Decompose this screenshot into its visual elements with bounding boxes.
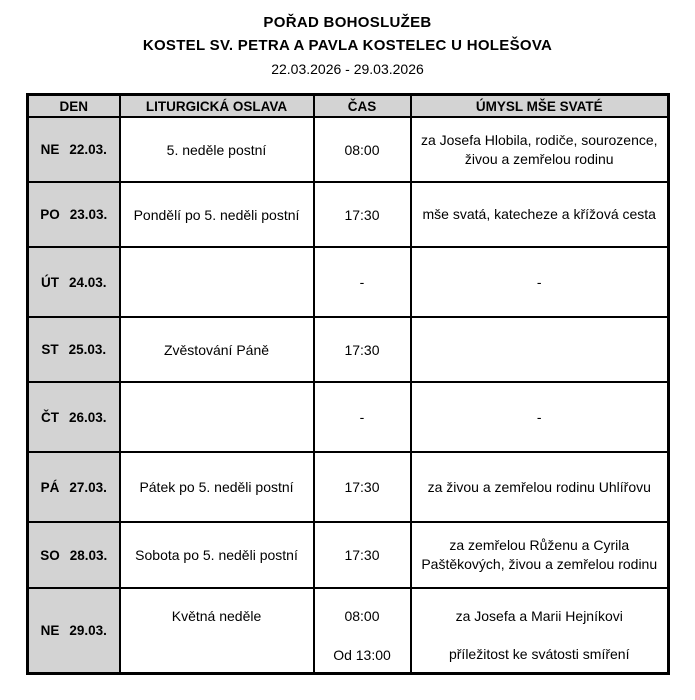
day-date: 23.03.: [69, 207, 108, 222]
celebration-cell: 5. neděle postní: [118, 116, 315, 183]
table-row-thursday-26: ČT 26.03. - -: [26, 381, 670, 453]
table-row-sunday-22: NE 22.03. 5. neděle postní 08:00 za Josef…: [26, 116, 670, 183]
celebration-cell: [118, 381, 315, 453]
document-title: POŘAD BOHOSLUŽEB: [263, 14, 432, 31]
title-block: POŘAD BOHOSLUŽEB KOSTEL SV. PETRA A PAVL…: [0, 14, 695, 77]
day-cell: PÁ 27.03.: [26, 451, 121, 523]
time-cell: 08:00 Od 13:00: [312, 587, 412, 674]
day-date: 28.03.: [69, 547, 108, 563]
day-cell: PO 23.03.: [26, 181, 121, 248]
intention-stack: za Josefa a Marii Hejníkovi příležitost …: [413, 590, 667, 671]
time-primary: 08:00: [344, 608, 380, 625]
intention-cell: -: [409, 246, 670, 318]
table-row-saturday-28: SO 28.03. Sobota po 5. neděli postní 17:3…: [26, 521, 670, 589]
time-cell: 17:30: [312, 521, 412, 589]
day-cell: SO 28.03.: [26, 521, 121, 589]
day-abbreviation: ÚT: [40, 274, 59, 290]
day-abbreviation: SO: [40, 547, 60, 563]
day-abbreviation: PO: [40, 207, 60, 222]
celebration-cell: Sobota po 5. neděli postní: [118, 521, 315, 589]
time-stack: 08:00 Od 13:00: [316, 590, 409, 671]
day-date: 29.03.: [69, 622, 107, 638]
date-range: 22.03.2026 - 29.03.2026: [271, 61, 424, 77]
table-row-tuesday-24: ÚT 24.03. - -: [26, 246, 670, 318]
day-cell: ÚT 24.03.: [26, 246, 121, 318]
column-header-celebration: LITURGICKÁ OSLAVA: [118, 93, 315, 118]
intention-cell: [409, 316, 670, 383]
day-abbreviation: ST: [41, 342, 59, 357]
intention-cell: za Josefa a Marii Hejníkovi příležitost …: [409, 587, 670, 674]
day-cell: ČT 26.03.: [26, 381, 121, 453]
church-name: KOSTEL SV. PETRA A PAVLA KOSTELEC U HOLE…: [142, 37, 553, 54]
celebration-text: Květná neděle: [171, 608, 262, 625]
day-abbreviation: PÁ: [40, 479, 60, 495]
column-header-time: ČAS: [312, 93, 412, 118]
column-header-day: DEN: [26, 93, 121, 118]
day-abbreviation: NE: [40, 142, 60, 157]
day-date: 26.03.: [68, 409, 107, 425]
time-cell: 17:30: [312, 181, 412, 248]
day-date: 25.03.: [68, 342, 107, 357]
celebration-stack: Květná neděle: [122, 590, 312, 671]
intention-secondary: příležitost ke svátosti smíření: [448, 646, 630, 663]
header-row: DEN LITURGICKÁ OSLAVA ČAS ÚMYSL MŠE SVAT…: [26, 93, 670, 118]
celebration-cell: Květná neděle: [118, 587, 315, 674]
time-cell: 17:30: [312, 316, 412, 383]
column-header-intention: ÚMYSL MŠE SVATÉ: [409, 93, 670, 118]
intention-cell: mše svatá, katecheze a křížová cesta: [409, 181, 670, 248]
time-cell: 17:30: [312, 451, 412, 523]
schedule-table: DEN LITURGICKÁ OSLAVA ČAS ÚMYSL MŠE SVAT…: [26, 93, 670, 675]
intention-cell: za zemřelou Růženu a Cyrila Paštěkových,…: [409, 521, 670, 589]
celebration-cell: Zvěstování Páně: [118, 316, 315, 383]
intention-cell: za živou a zemřelou rodinu Uhlířovu: [409, 451, 670, 523]
intention-cell: -: [409, 381, 670, 453]
day-cell: ST 25.03.: [26, 316, 121, 383]
celebration-text-secondary: [122, 643, 312, 671]
table-row-wednesday-25: ST 25.03. Zvěstování Páně 17:30: [26, 316, 670, 383]
celebration-cell: [118, 246, 315, 318]
day-date: 27.03.: [69, 479, 107, 495]
day-cell: NE 29.03.: [26, 587, 121, 674]
intention-cell: za Josefa Hlobila, rodiče, sourozence, ž…: [409, 116, 670, 183]
day-date: 22.03.: [69, 142, 107, 157]
time-cell: -: [312, 246, 412, 318]
table-row-sunday-29: NE 29.03. Květná neděle 08:00 Od 13:00: [26, 587, 670, 674]
table-row-friday-27: PÁ 27.03. Pátek po 5. neděli postní 17:30…: [26, 451, 670, 523]
time-secondary: Od 13:00: [333, 646, 391, 663]
day-abbreviation: ČT: [40, 409, 59, 425]
time-cell: 08:00: [312, 116, 412, 183]
time-cell: -: [312, 381, 412, 453]
day-cell: NE 22.03.: [26, 116, 121, 183]
celebration-cell: Pátek po 5. neděli postní: [118, 451, 315, 523]
intention-primary: za Josefa a Marii Hejníkovi: [455, 607, 623, 624]
table-row-monday-23: PO 23.03. Pondělí po 5. neděli postní 17:…: [26, 181, 670, 248]
day-date: 24.03.: [68, 274, 107, 290]
celebration-cell: Pondělí po 5. neděli postní: [118, 181, 315, 248]
day-abbreviation: NE: [40, 622, 60, 638]
